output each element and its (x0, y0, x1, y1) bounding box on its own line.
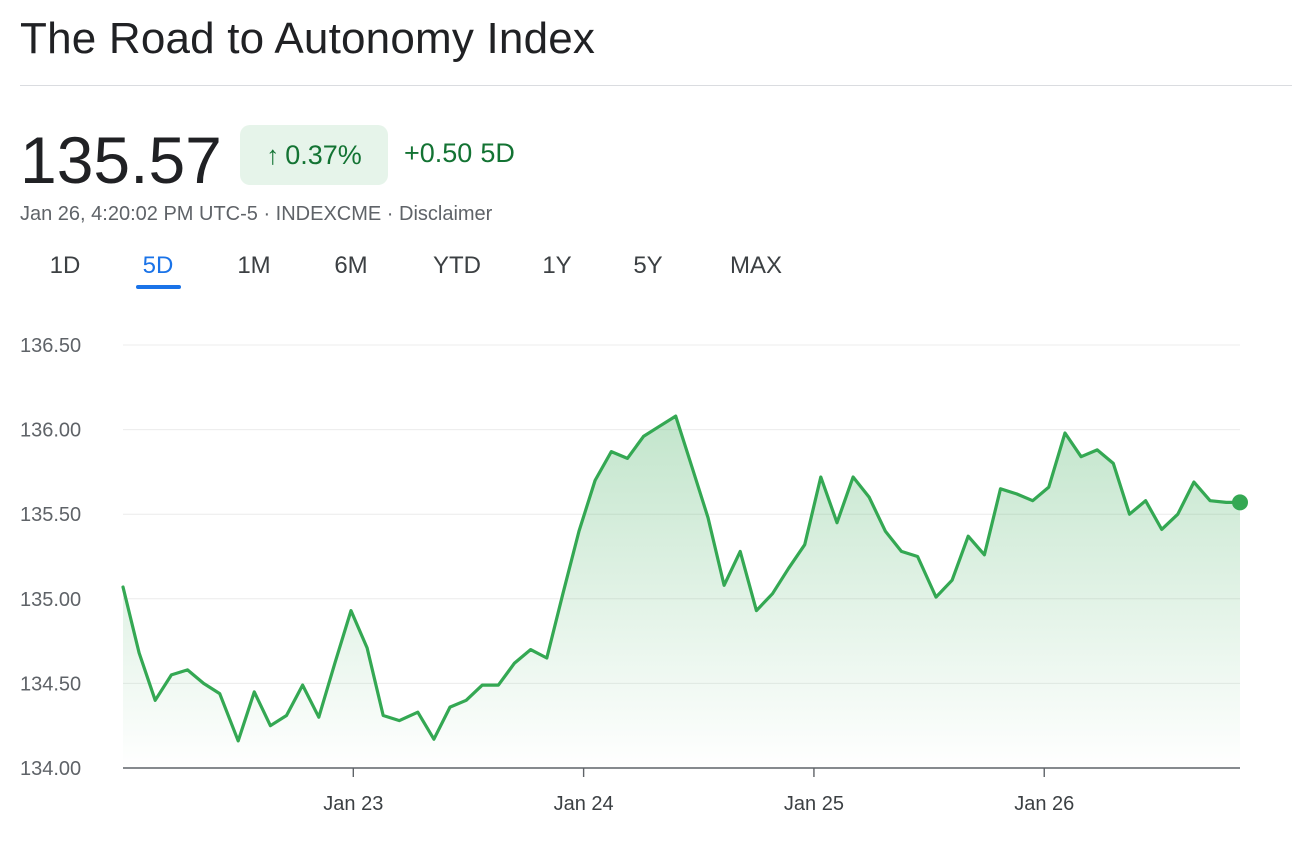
change-percent: 0.37% (285, 139, 362, 170)
y-tick-label: 134.50 (20, 673, 81, 695)
tab-5d[interactable]: 5D (142, 252, 174, 279)
change-period: 5D (480, 138, 515, 168)
last-price-marker (1232, 494, 1248, 511)
price-area-fill (123, 416, 1240, 768)
change-percent-badge: ↑ 0.37% (240, 125, 388, 185)
quote-meta: Jan 26, 4:20:02 PM UTC-5 · INDEXCME · Di… (20, 203, 493, 225)
tab-5y[interactable]: 5Y (633, 252, 663, 279)
page-title: The Road to Autonomy Index (20, 14, 596, 63)
change-value: +0.50 (404, 138, 473, 168)
tab-1y[interactable]: 1Y (542, 252, 572, 279)
x-tick-label: Jan 23 (323, 793, 383, 815)
change-absolute: +0.50 5D (404, 138, 523, 169)
range-tabs: 1D 5D 1M 6M YTD 1Y 5Y MAX (0, 252, 820, 292)
tab-1m[interactable]: 1M (237, 252, 271, 279)
y-tick-label: 135.50 (20, 504, 81, 526)
current-price: 135.57 (20, 123, 222, 197)
y-tick-label: 136.50 (20, 335, 81, 357)
y-tick-label: 135.00 (20, 589, 81, 611)
y-tick-label: 134.00 (20, 758, 81, 780)
price-line (121, 414, 1242, 743)
tab-max[interactable]: MAX (729, 252, 783, 279)
x-tick-label: Jan 25 (784, 793, 844, 815)
y-tick-label: 136.00 (20, 420, 81, 442)
x-tick-label: Jan 26 (1014, 793, 1074, 815)
tab-6m[interactable]: 6M (334, 252, 368, 279)
arrow-up-icon: ↑ (266, 140, 280, 170)
tab-1d[interactable]: 1D (49, 252, 81, 279)
tab-ytd[interactable]: YTD (433, 252, 481, 279)
header-divider (20, 85, 1292, 86)
x-tick-label: Jan 24 (554, 793, 614, 815)
active-tab-indicator (136, 285, 181, 289)
